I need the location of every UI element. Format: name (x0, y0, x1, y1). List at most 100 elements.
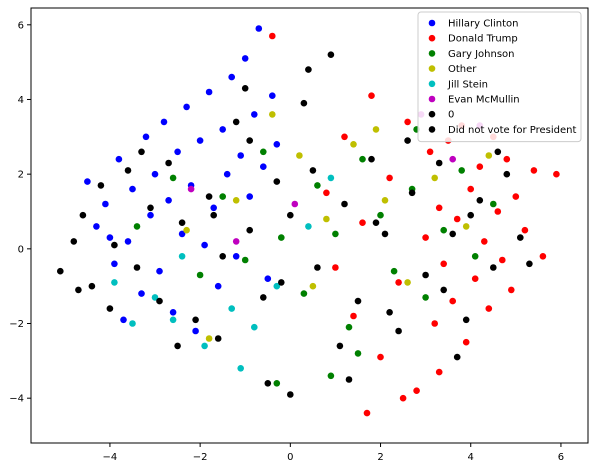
legend-entry: Evan McMullin (428, 95, 520, 106)
scatter-point (129, 185, 136, 193)
scatter-point (278, 279, 285, 286)
scatter-point (323, 215, 330, 223)
series-2 (133, 126, 497, 387)
series-6 (57, 51, 524, 398)
scatter-point (201, 342, 208, 350)
y-tick-label: −4 (9, 394, 24, 405)
scatter-point (422, 271, 429, 279)
scatter-point (273, 178, 281, 185)
scatter-point (192, 327, 199, 335)
scatter-point (332, 230, 339, 238)
scatter-point (269, 111, 276, 118)
legend-marker (428, 95, 436, 103)
scatter-point (372, 126, 380, 133)
scatter-point (106, 234, 114, 241)
scatter-point (462, 338, 470, 346)
scatter-point (381, 197, 389, 204)
scatter-point (332, 264, 339, 271)
scatter-point (251, 111, 258, 118)
scatter-point (386, 174, 393, 182)
scatter-point (169, 174, 177, 182)
scatter-point (413, 387, 420, 395)
scatter-point (350, 312, 357, 320)
scatter-point (196, 271, 204, 279)
scatter-point (408, 189, 416, 197)
scatter-point (359, 155, 366, 163)
scatter-point (174, 148, 181, 156)
scatter-point (84, 178, 91, 185)
y-tick-label: 6 (18, 20, 24, 31)
legend-label: 0 (448, 110, 454, 121)
scatter-point (431, 174, 439, 182)
scatter-point (246, 226, 253, 234)
scatter-point (422, 294, 429, 301)
scatter-point (165, 197, 172, 204)
scatter-point (291, 200, 299, 208)
legend-box (417, 11, 582, 143)
y-tick-label: 0 (18, 244, 24, 255)
scatter-point (530, 167, 538, 174)
scatter-point (517, 234, 524, 241)
scatter-point (260, 163, 267, 170)
scatter-point (241, 85, 249, 92)
scatter-point (93, 223, 100, 230)
scatter-point (363, 409, 371, 417)
scatter-point (350, 141, 357, 148)
scatter-point (404, 137, 411, 144)
scatter-point (169, 316, 177, 324)
scatter-point (314, 182, 321, 189)
scatter-point (354, 297, 362, 305)
legend-marker (428, 65, 436, 72)
scatter-point (264, 275, 272, 283)
scatter-point (232, 197, 240, 204)
scatter-point (368, 155, 375, 163)
scatter-point (341, 133, 348, 141)
scatter-point (435, 159, 443, 167)
scatter-point (386, 309, 393, 316)
scatter-point (201, 241, 208, 249)
scatter-point (133, 264, 141, 271)
scatter-point (503, 155, 511, 163)
scatter-point (147, 204, 154, 212)
scatter-point (309, 282, 317, 290)
scatter-point (75, 286, 82, 294)
scatter-point (327, 174, 335, 182)
scatter-point (178, 252, 186, 260)
scatter-point (228, 305, 235, 312)
scatter-point (138, 290, 145, 297)
scatter-point (228, 73, 235, 81)
scatter-point (156, 267, 163, 275)
scatter-point (499, 256, 506, 264)
scatter-point (219, 193, 226, 200)
scatter-point (435, 204, 443, 212)
x-tick-label: −4 (103, 452, 118, 463)
scatter-point (296, 152, 303, 159)
scatter-point (269, 92, 276, 99)
scatter-point (111, 260, 118, 268)
scatter-point (449, 297, 457, 305)
scatter-point (494, 148, 502, 156)
scatter-point (232, 252, 240, 260)
scatter-point (553, 170, 560, 178)
scatter-point (237, 365, 244, 372)
scatter-point (57, 267, 64, 275)
scatter-point (453, 353, 461, 361)
scatter-point (341, 200, 348, 208)
series-7 (70, 66, 533, 383)
points-layer (57, 25, 560, 417)
scatter-point (287, 211, 294, 219)
x-tick-label: −2 (193, 452, 208, 463)
scatter-point (323, 189, 330, 197)
scatter-point (521, 226, 529, 234)
scatter-point (512, 193, 520, 200)
scatter-point (246, 193, 253, 200)
scatter-point (88, 282, 96, 290)
scatter-point (431, 320, 439, 327)
scatter-point (490, 200, 497, 208)
legend-entry: Donald Trump (428, 34, 518, 45)
legend-entry: Gary Johnson (428, 49, 515, 60)
scatter-point (133, 223, 141, 230)
scatter-point (102, 200, 109, 208)
scatter-point (174, 342, 181, 350)
y-axis: −4 −2 0 2 4 6 (9, 20, 31, 405)
